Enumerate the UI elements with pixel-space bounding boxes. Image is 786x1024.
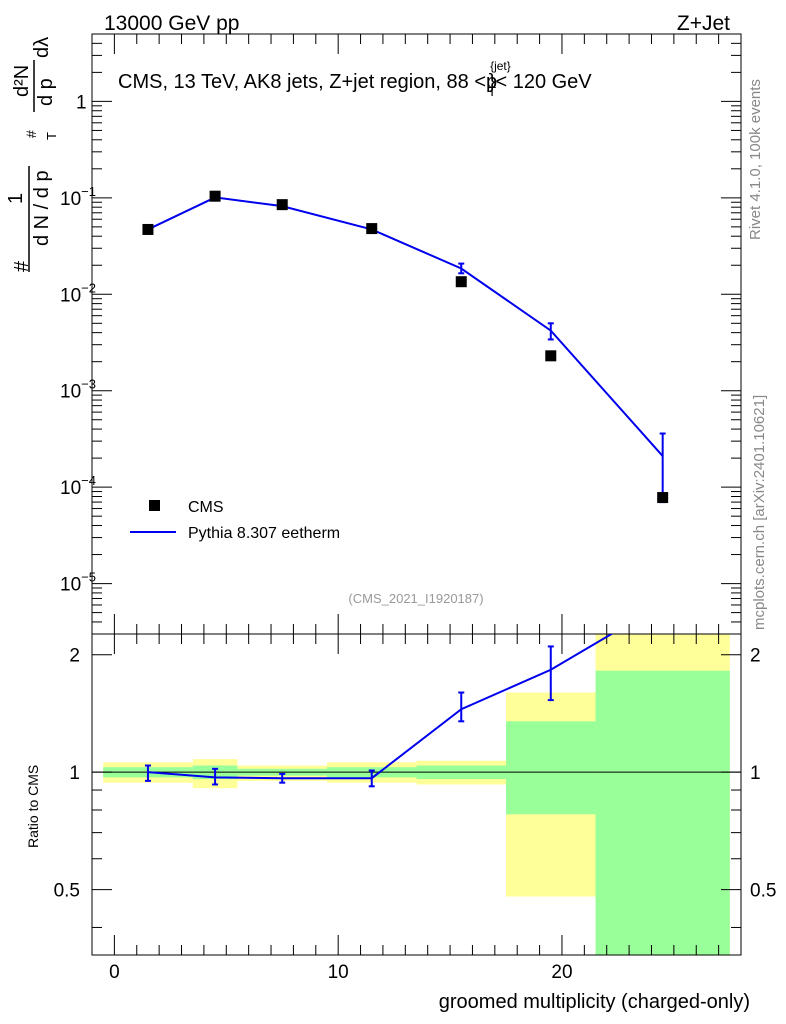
ratio-band-green	[595, 670, 730, 955]
cms-data-point	[209, 190, 221, 202]
cms-data-point	[366, 223, 378, 235]
ylabel-denominator-sub: T	[44, 132, 59, 140]
header-left: 13000 GeV pp	[104, 12, 239, 35]
main-content	[142, 190, 669, 504]
title-tail: }< 120 GeV	[489, 71, 593, 93]
cms-data-point	[545, 350, 557, 362]
main-y-tick-label: 1	[76, 92, 87, 113]
analysis-label: (CMS_2021_I1920187)	[348, 591, 483, 606]
legend-marker-cms	[149, 500, 160, 511]
rivet-label: Rivet 4.1.0, 100k events	[747, 79, 764, 240]
main-ticks: 1 10−1 10−2 10−3 10−4 10−5	[60, 33, 741, 635]
mcplots-label: mcplots.cern.ch [arXiv:2401.10621]	[751, 395, 768, 630]
ratio-y-axis-label: Ratio to CMS	[25, 765, 41, 848]
cms-data-point	[142, 223, 154, 235]
legend: CMS Pythia 8.307 eetherm	[130, 499, 340, 542]
x-tick-label: 0	[109, 962, 120, 983]
ylabel-denominator: d N / d p	[31, 170, 53, 246]
header-right: Z+Jet	[677, 12, 730, 35]
ratio-y-tick-label-right: 0.5	[750, 881, 776, 902]
ratio-frame	[91, 633, 742, 956]
ratio-y-tick-label-left: 2	[69, 646, 80, 667]
ylabel-hash: #	[11, 260, 33, 272]
pythia-line	[147, 196, 664, 457]
main-y-tick-label: 10−4	[60, 473, 96, 499]
x-tick-label: 10	[328, 962, 349, 983]
ratio-content	[92, 634, 741, 788]
ylabel-lambda: dλ	[31, 37, 53, 58]
ratio-y-tick-label-left: 1	[69, 763, 80, 784]
legend-label-cms: CMS	[188, 499, 224, 516]
ratio-panel: 0.5 0.51 12 20 10 20 Ratio to CMS groomed mul…	[25, 633, 776, 1013]
main-y-tick-label: 10−3	[60, 377, 96, 403]
ratio-y-tick-label-right: 2	[750, 646, 761, 667]
main-title: CMS, 13 TeV, AK8 jets, Z+jet region, 88 …	[118, 59, 592, 99]
cms-data-point	[455, 276, 467, 288]
legend-label-pythia: Pythia 8.307 eetherm	[188, 525, 340, 542]
main-y-axis-label: # 1 d N / d p T # d²N d p dλ	[5, 37, 59, 272]
main-y-tick-label: 10−1	[60, 184, 96, 210]
ratio-y-tick-label-right: 1	[750, 763, 761, 784]
title-sup: {jet}	[490, 59, 511, 73]
main-panel: 1 10−1 10−2 10−3 10−4 10−5 CMS, 13 TeV, AK8 j…	[60, 33, 742, 635]
ylabel-one: 1	[5, 193, 27, 204]
ratio-y-tick-label-left: 0.5	[54, 881, 80, 902]
ratio-bands	[103, 634, 730, 955]
cms-data-point	[276, 199, 288, 211]
x-axis-label: groomed multiplicity (charged-only)	[439, 991, 750, 1013]
main-frame	[91, 33, 742, 635]
title-main: CMS, 13 TeV, AK8 jets, Z+jet region, 88 …	[118, 71, 497, 93]
ylabel-numerator: d²N	[11, 65, 33, 97]
main-y-tick-label: 10−5	[60, 570, 96, 596]
main-y-tick-label: 10−2	[60, 280, 96, 306]
cms-data-point	[657, 492, 669, 504]
x-tick-label: 20	[551, 962, 572, 983]
ylabel-inner-denominator: d p	[35, 78, 57, 106]
ratio-band-green	[506, 721, 596, 815]
ylabel-hash-2: #	[23, 130, 39, 138]
title-sub: T	[488, 84, 496, 99]
